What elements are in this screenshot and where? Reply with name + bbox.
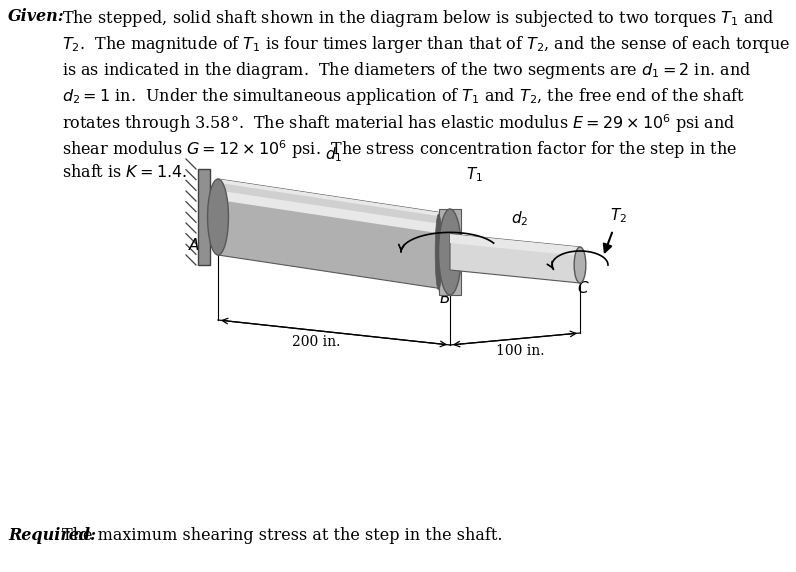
Ellipse shape (435, 214, 442, 290)
Text: $B$: $B$ (439, 290, 451, 306)
Polygon shape (198, 169, 210, 265)
Text: rotates through 3.58°.  The shaft material has elastic modulus $E = 29 \times 10: rotates through 3.58°. The shaft materia… (62, 112, 736, 134)
Text: $T_1$: $T_1$ (466, 165, 483, 184)
Ellipse shape (208, 179, 228, 255)
Polygon shape (450, 234, 580, 283)
Text: $A$: $A$ (188, 237, 200, 253)
Text: Given:: Given: (8, 8, 64, 25)
Text: The maximum shearing stress at the step in the shaft.: The maximum shearing stress at the step … (62, 527, 502, 544)
Polygon shape (218, 183, 450, 225)
Text: $d_2$: $d_2$ (511, 210, 529, 228)
Ellipse shape (439, 209, 462, 295)
Ellipse shape (574, 247, 586, 283)
Polygon shape (218, 179, 450, 235)
Text: shear modulus $G = 12 \times 10^6$ psi.  The stress concentration factor for the: shear modulus $G = 12 \times 10^6$ psi. … (62, 138, 737, 161)
Text: is as indicated in the diagram.  The diameters of the two segments are $d_1 = 2$: is as indicated in the diagram. The diam… (62, 60, 751, 81)
Text: $T_2$.  The magnitude of $T_1$ is four times larger than that of $T_2$, and the : $T_2$. The magnitude of $T_1$ is four ti… (62, 34, 790, 55)
Text: 200 in.: 200 in. (292, 336, 340, 349)
Polygon shape (450, 234, 580, 256)
Text: $C$: $C$ (577, 280, 589, 296)
Polygon shape (439, 209, 462, 295)
Polygon shape (218, 179, 450, 290)
Text: 100 in.: 100 in. (496, 344, 544, 358)
Text: $T_2$: $T_2$ (610, 206, 626, 225)
Text: The stepped, solid shaft shown in the diagram below is subjected to two torques : The stepped, solid shaft shown in the di… (62, 8, 775, 29)
Text: shaft is $K = 1.4$.: shaft is $K = 1.4$. (62, 164, 187, 181)
Text: $d_1$: $d_1$ (326, 145, 343, 164)
Text: Required:: Required: (8, 527, 96, 544)
Text: $d_2 = 1$ in.  Under the simultaneous application of $T_1$ and $T_2$, the free e: $d_2 = 1$ in. Under the simultaneous app… (62, 86, 745, 107)
